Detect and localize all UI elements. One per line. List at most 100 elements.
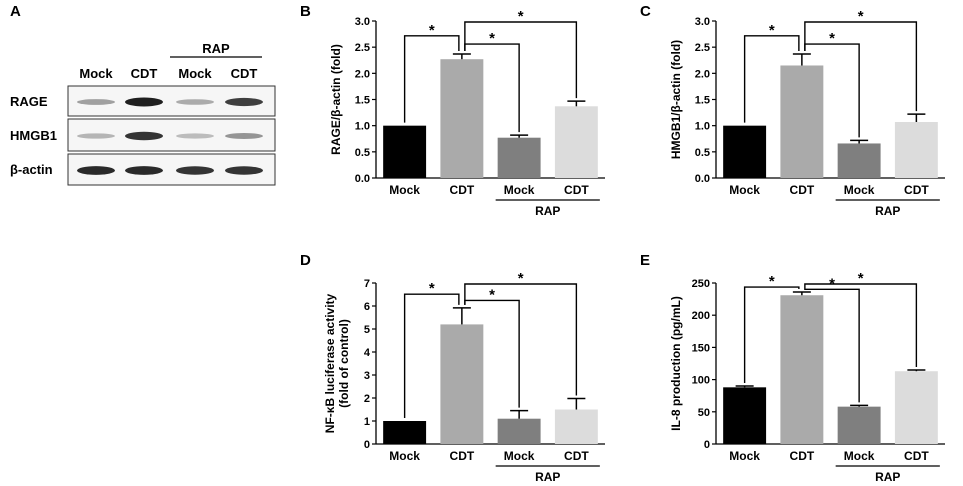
significance-star: * (489, 286, 495, 303)
group-label: RAP (875, 470, 900, 484)
y-tick-label: 2.5 (695, 42, 710, 54)
y-tick-label: 50 (698, 407, 710, 419)
significance-star: * (769, 22, 775, 39)
y-axis-label: HMGB1/β-actin (fold) (669, 40, 683, 159)
significance-star: * (769, 273, 775, 290)
significance-bracket (804, 283, 918, 367)
y-tick-label: 0.5 (695, 147, 710, 159)
significance-bracket (743, 286, 800, 384)
panel-c-chart: C 0.0 0.5 1.0 1.5 2.0 2.5 3.0 HMGB1/β-actin (fol… (640, 3, 945, 218)
x-tick-label: Mock (389, 449, 420, 463)
panel-a-col-label: CDT (131, 66, 158, 81)
panel-a-western-blot: A RAP Mock CDT Mock CDT RAGE HMGB1 β-actin (10, 3, 276, 186)
y-axis-label-line2: (fold of control) (337, 319, 351, 408)
significance-star: * (829, 30, 835, 47)
blot-band (225, 97, 263, 107)
bar (837, 143, 881, 178)
x-tick-label: Mock (729, 183, 760, 197)
bar (383, 125, 427, 178)
blot-band (77, 133, 115, 139)
x-tick-label: CDT (904, 183, 929, 197)
significance-star: * (858, 270, 864, 287)
bar (723, 387, 767, 444)
bar (497, 418, 541, 444)
y-tick-label: 250 (692, 278, 710, 290)
panel-e-chart: E 0 50 100 150 200 250 IL-8 production (pg/mL) M… (640, 252, 945, 484)
significance-bracket (743, 35, 800, 123)
y-tick-label: 5 (364, 324, 370, 336)
blot-row-label: RAGE (10, 94, 48, 109)
blot-row-label: HMGB1 (10, 128, 57, 143)
panel-letter: D (300, 252, 311, 269)
x-tick-label: CDT (450, 183, 475, 197)
bar (554, 409, 598, 444)
x-tick-label: CDT (450, 449, 475, 463)
blot-band (176, 166, 214, 175)
y-tick-label: 0 (704, 439, 710, 451)
y-tick-label: 1.5 (355, 95, 370, 107)
panel-b-chart: B 0.0 0.5 1.0 1.5 2.0 2.5 3.0 RAGE/β-actin (fold… (300, 3, 605, 218)
blot-row-label: β-actin (10, 162, 53, 177)
panel-a-letter: A (10, 3, 21, 20)
significance-star: * (489, 30, 495, 47)
panel-d-chart: D 0 1 2 3 4 5 6 7 NF-κB luciferase activity (fold … (300, 252, 605, 484)
x-tick-label: CDT (564, 449, 589, 463)
y-tick-label: 0 (364, 439, 370, 451)
y-tick-label: 3 (364, 370, 370, 382)
blot-band (225, 166, 263, 175)
bar (440, 59, 484, 178)
y-tick-label: 3.0 (695, 16, 710, 28)
y-tick-label: 200 (692, 310, 710, 322)
y-tick-label: 1.0 (355, 121, 370, 133)
panel-letter: B (300, 3, 311, 20)
y-tick-label: 2 (364, 393, 370, 405)
panel-letter: C (640, 3, 651, 20)
x-tick-label: CDT (790, 449, 815, 463)
significance-bracket (403, 293, 460, 418)
significance-star: * (518, 8, 524, 25)
y-tick-label: 3.0 (355, 16, 370, 28)
panel-a-col-label: Mock (178, 66, 212, 81)
significance-star: * (858, 8, 864, 25)
x-tick-label: Mock (729, 449, 760, 463)
blot-band (77, 166, 115, 175)
significance-bracket (403, 35, 460, 123)
bar (497, 137, 541, 178)
blot-band (125, 166, 163, 175)
significance-star: * (518, 270, 524, 287)
blot-band (125, 97, 163, 107)
x-tick-label: Mock (844, 183, 875, 197)
y-tick-label: 4 (364, 347, 371, 359)
bar (894, 122, 938, 178)
y-tick-label: 0.5 (355, 147, 370, 159)
group-label: RAP (875, 204, 900, 218)
significance-star: * (429, 280, 435, 297)
y-tick-label: 0.0 (355, 173, 370, 185)
x-tick-label: CDT (904, 449, 929, 463)
y-tick-label: 100 (692, 375, 710, 387)
panel-a-rap-label: RAP (202, 41, 230, 56)
x-tick-label: Mock (844, 449, 875, 463)
x-tick-label: Mock (504, 183, 535, 197)
panel-letter: E (640, 252, 650, 269)
y-tick-label: 6 (364, 301, 370, 313)
bar (554, 106, 598, 178)
significance-bracket (464, 21, 578, 99)
significance-bracket (464, 283, 578, 396)
bar (837, 406, 881, 444)
x-tick-label: Mock (389, 183, 420, 197)
x-tick-label: CDT (564, 183, 589, 197)
x-tick-label: CDT (790, 183, 815, 197)
bar (894, 371, 938, 444)
y-axis-label: NF-κB luciferase activity (323, 293, 337, 433)
panel-a-col-label: CDT (231, 66, 258, 81)
y-tick-label: 0.0 (695, 173, 710, 185)
group-label: RAP (535, 470, 560, 484)
y-tick-label: 150 (692, 342, 710, 354)
y-tick-label: 2.5 (355, 42, 370, 54)
significance-star: * (429, 22, 435, 39)
bar (383, 421, 427, 444)
blot-band (176, 99, 214, 105)
y-tick-label: 1 (364, 416, 370, 428)
